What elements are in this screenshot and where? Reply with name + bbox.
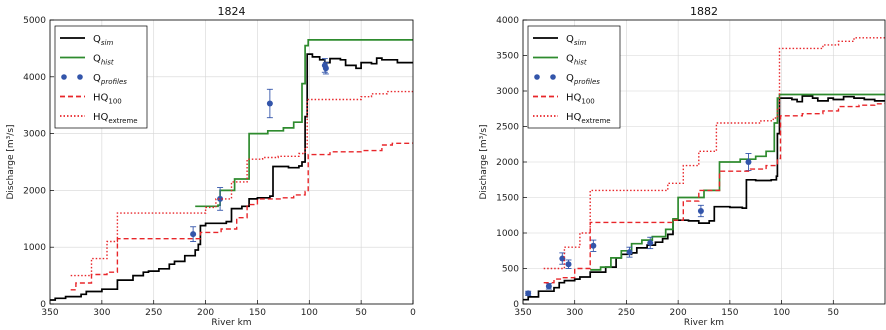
x-tick-label: 150 <box>721 308 738 318</box>
legend-label-main: HQ <box>566 112 582 123</box>
legend-label-subscript: hist <box>101 59 114 67</box>
legend-label-main: Q <box>93 73 101 84</box>
legend-q-profiles-marker <box>534 74 540 80</box>
legend-hq-100-label: HQ100 <box>566 93 595 106</box>
y-tick-label: 500 <box>502 265 519 275</box>
y-tick-label: 2500 <box>496 123 519 133</box>
x-tick-label: 350 <box>514 308 531 318</box>
series-q-profiles-point <box>626 249 633 256</box>
x-tick-label: 0 <box>410 308 416 318</box>
y-tick-label: 3500 <box>496 52 519 62</box>
legend-label-main: Q <box>566 54 574 65</box>
legend-q-profiles-label: Qprofiles <box>93 73 127 86</box>
legend-label-subscript: profiles <box>100 78 127 86</box>
x-tick-label: 250 <box>618 308 635 318</box>
legend-q-sim-label: Qsim <box>566 34 586 47</box>
series-q-profiles-point <box>217 195 224 202</box>
legend-label-subscript: extreme <box>108 117 137 125</box>
y-axis-label: Discharge [m³/s] <box>6 124 16 199</box>
series-q-profiles-point <box>545 283 552 290</box>
series-q-hist-line <box>195 39 413 208</box>
y-tick-label: 3000 <box>23 130 46 140</box>
plot-area <box>50 39 413 301</box>
series-q-profiles-point <box>697 207 704 214</box>
series-q-sim-line <box>523 95 885 301</box>
x-tick-label: 50 <box>828 308 840 318</box>
legend-label-main: HQ <box>93 93 109 104</box>
y-tick-label: 5000 <box>23 16 46 26</box>
legend-label-subscript: extreme <box>581 117 610 125</box>
legend-label-main: Q <box>566 73 574 84</box>
y-tick-label: 4000 <box>496 16 519 26</box>
chart-panel-1824: 350 300 250 200 150 100 50 00100020003000400050… <box>6 5 416 328</box>
series-q-profiles-point <box>525 290 532 297</box>
x-tick-label: 350 <box>41 308 58 318</box>
x-tick-label: 300 <box>93 308 110 318</box>
legend-q-hist-label: Qhist <box>566 54 587 67</box>
x-axis-label: River km <box>211 318 251 328</box>
y-tick-label: 1000 <box>496 229 519 239</box>
series-hq-100-line <box>70 142 413 291</box>
legend-q-profiles-marker <box>77 74 83 80</box>
chart-panel-1882: 350 300 250 200 150 100 5005001000150020002500… <box>479 5 886 328</box>
y-tick-label: 0 <box>40 300 46 310</box>
y-axis-label: Discharge [m³/s] <box>479 124 489 199</box>
series-q-profiles-point <box>590 242 597 249</box>
plot-area <box>523 37 885 301</box>
legend-label-main: HQ <box>566 93 582 104</box>
y-tick-label: 2000 <box>23 186 46 196</box>
series-q-sim-line <box>50 53 413 301</box>
series-q-hist-line <box>590 93 885 271</box>
legend-label-main: Q <box>93 34 101 45</box>
series-q-profiles-point <box>565 261 572 268</box>
legend-q-profiles-label: Qprofiles <box>566 73 600 86</box>
legend-q-profiles-marker <box>61 74 67 80</box>
x-tick-label: 100 <box>301 308 318 318</box>
x-tick-label: 100 <box>773 308 790 318</box>
y-tick-label: 2000 <box>496 158 519 168</box>
legend-label-subscript: 100 <box>108 98 121 106</box>
y-tick-label: 1500 <box>496 194 519 204</box>
series-q-profiles-point <box>190 231 197 238</box>
y-tick-label: 1000 <box>23 243 46 253</box>
chart-title: 1824 <box>218 5 246 18</box>
plot-frame <box>49 19 414 305</box>
x-tick-label: 300 <box>566 308 583 318</box>
legend-label-main: Q <box>566 34 574 45</box>
legend-label-subscript: profiles <box>573 78 600 86</box>
legend-box <box>54 25 148 129</box>
legend-label-subscript: 100 <box>581 98 594 106</box>
x-axis-label: River km <box>684 318 724 328</box>
x-tick-label: 50 <box>355 308 367 318</box>
y-tick-label: 0 <box>513 300 519 310</box>
legend-label-subscript: hist <box>574 59 587 67</box>
series-q-profiles-point <box>266 100 273 107</box>
series-q-profiles-point <box>745 159 752 165</box>
legend-label-subscript: sim <box>101 39 114 47</box>
legend-hq-100-label: HQ100 <box>93 93 122 106</box>
legend-q-sim-label: Qsim <box>93 34 113 47</box>
legend-hq-extreme-label: HQextreme <box>93 112 138 125</box>
legend-hq-extreme-label: HQextreme <box>566 112 611 125</box>
x-tick-label: 150 <box>249 308 266 318</box>
legend-q-profiles-marker <box>550 74 556 80</box>
series-hq-extreme-line <box>70 90 413 277</box>
series-q-profiles-point <box>322 65 329 72</box>
y-tick-label: 3000 <box>496 87 519 97</box>
legend-q-hist-label: Qhist <box>93 54 114 67</box>
chart-title: 1882 <box>690 5 718 18</box>
x-tick-label: 200 <box>197 308 214 318</box>
legend-label-subscript: sim <box>574 39 587 47</box>
y-tick-label: 4000 <box>23 73 46 83</box>
x-tick-label: 200 <box>670 308 687 318</box>
series-q-profiles-point <box>647 239 654 246</box>
series-hq-extreme-line <box>543 37 885 270</box>
series-hq-100-line <box>543 103 885 284</box>
legend-label-main: Q <box>93 54 101 65</box>
x-tick-label: 250 <box>145 308 162 318</box>
legend-box <box>527 25 621 129</box>
legend-label-main: HQ <box>93 112 109 123</box>
